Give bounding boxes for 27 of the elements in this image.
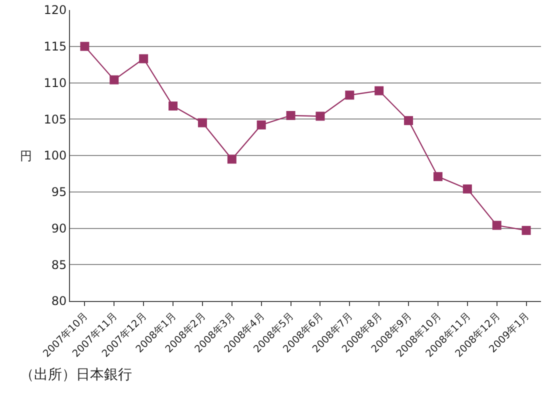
y-tick-label: 80	[51, 294, 67, 308]
y-tick-label: 120	[44, 3, 67, 18]
point	[80, 42, 90, 51]
point	[404, 116, 414, 126]
point	[227, 154, 236, 164]
point	[374, 86, 384, 96]
point	[462, 184, 472, 194]
point	[286, 110, 296, 120]
y-axis-title: 円	[20, 149, 32, 163]
point	[316, 112, 325, 121]
y-tick-label: 115	[44, 40, 67, 54]
point	[345, 90, 354, 100]
y-tick-label: 85	[51, 258, 67, 272]
point	[256, 120, 266, 130]
y-tick-label: 90	[51, 221, 67, 236]
point	[168, 102, 178, 111]
point	[198, 118, 207, 128]
y-tick-label: 110	[44, 76, 67, 90]
point	[139, 54, 148, 64]
y-tick-label: 100	[44, 148, 67, 163]
text: （出所）日本銀行	[20, 367, 132, 383]
y-tick-label: 105	[44, 112, 67, 126]
point	[110, 75, 119, 84]
point	[492, 220, 502, 230]
y-tick-label: 95	[51, 185, 67, 200]
point	[522, 226, 531, 235]
point	[433, 172, 442, 182]
